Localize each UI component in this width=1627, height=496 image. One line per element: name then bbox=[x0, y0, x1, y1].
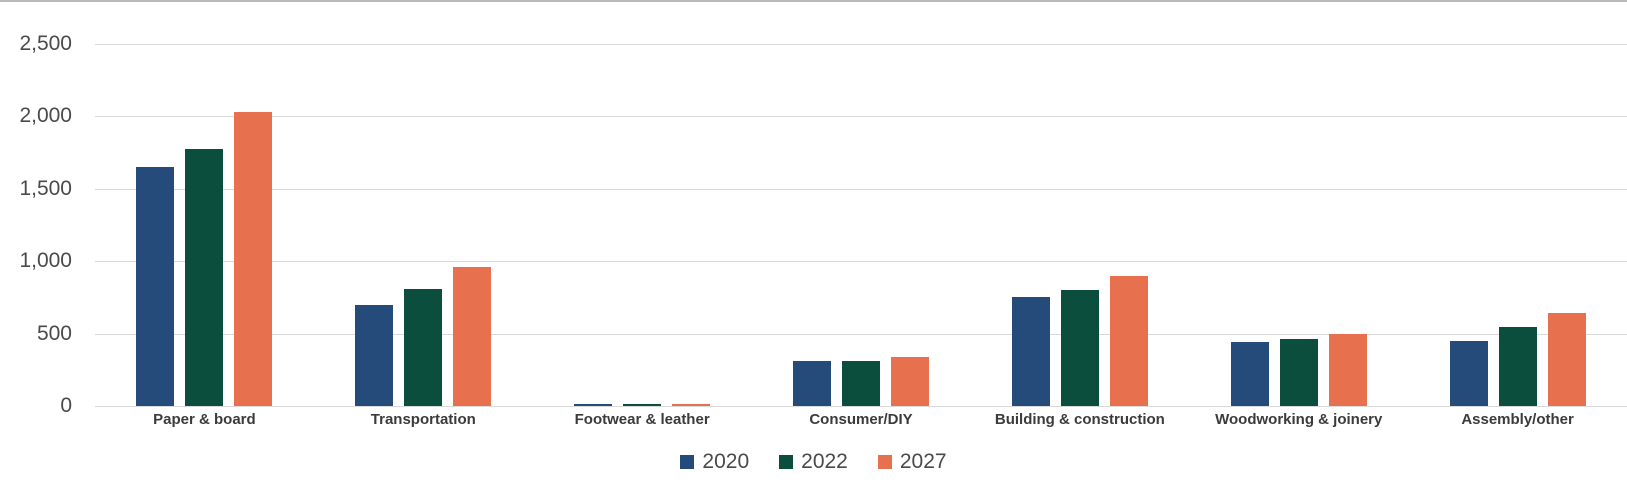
bar-group bbox=[1189, 44, 1408, 406]
bar-2027 bbox=[1328, 334, 1367, 406]
bar-2022 bbox=[842, 361, 880, 406]
gridline bbox=[95, 261, 1627, 262]
x-axis-category-label: Assembly/other bbox=[1461, 411, 1574, 428]
bar-2020 bbox=[1011, 297, 1050, 406]
y-axis-tick-label: 2,000 bbox=[19, 104, 72, 127]
x-axis-category-label: Woodworking & joinery bbox=[1215, 411, 1383, 428]
x-axis: Paper & board Transportation Footwear & le… bbox=[95, 411, 1627, 428]
y-axis-tick-label: 1,000 bbox=[19, 249, 72, 272]
x-axis-category-label: Consumer/DIY bbox=[809, 411, 913, 428]
bar-2020 bbox=[355, 305, 394, 406]
bar-2020 bbox=[136, 167, 175, 406]
bar-group bbox=[970, 44, 1189, 406]
x-axis-category-label: Paper & board bbox=[153, 411, 256, 428]
bar-2020 bbox=[1230, 342, 1269, 406]
legend: 2020 2022 2027 bbox=[0, 449, 1627, 475]
legend-swatch-icon bbox=[779, 455, 794, 469]
bar-2022 bbox=[1498, 327, 1537, 406]
bar-2020 bbox=[1449, 341, 1488, 406]
bar-2027 bbox=[672, 404, 711, 406]
y-axis-tick-label: 1,500 bbox=[19, 177, 72, 200]
legend-label: 2022 bbox=[801, 450, 848, 473]
legend-item-2027: 2027 bbox=[877, 449, 947, 475]
gridline bbox=[95, 116, 1627, 117]
gridline bbox=[95, 189, 1627, 190]
bar-group bbox=[533, 44, 752, 406]
bar-2027 bbox=[453, 267, 492, 406]
bar-group bbox=[95, 44, 314, 406]
y-axis-tick-label: 0 bbox=[60, 394, 72, 417]
bar-2027 bbox=[891, 357, 929, 406]
y-axis-tick-label: 500 bbox=[36, 322, 72, 345]
bar-2020 bbox=[793, 361, 831, 406]
gridline bbox=[95, 334, 1627, 335]
bar-group bbox=[1408, 44, 1627, 406]
bar-2022 bbox=[1060, 290, 1099, 406]
x-axis-category-label: Transportation bbox=[370, 411, 476, 428]
gridline bbox=[95, 44, 1627, 45]
bar-2022 bbox=[623, 404, 662, 406]
legend-swatch-icon bbox=[680, 455, 695, 469]
bar-2022 bbox=[1279, 339, 1318, 406]
bar-2027 bbox=[1109, 276, 1148, 406]
bar-group bbox=[314, 44, 533, 406]
legend-item-2022: 2022 bbox=[779, 449, 848, 475]
bars-layer bbox=[95, 44, 1627, 406]
legend-label: 2027 bbox=[899, 450, 947, 473]
x-axis-category-label: Footwear & leather bbox=[574, 411, 710, 428]
bar-2022 bbox=[185, 149, 224, 406]
legend-swatch-icon bbox=[877, 455, 892, 469]
bar-2027 bbox=[1547, 313, 1586, 406]
bar-2020 bbox=[574, 404, 613, 406]
legend-item-2020: 2020 bbox=[680, 449, 749, 475]
bar-2022 bbox=[404, 289, 443, 406]
legend-label: 2020 bbox=[702, 450, 750, 473]
bar-group bbox=[752, 44, 971, 406]
gridline bbox=[95, 406, 1627, 407]
bar-2027 bbox=[234, 112, 273, 406]
y-axis-tick-label: 2,500 bbox=[19, 32, 72, 55]
x-axis-category-label: Building & construction bbox=[994, 411, 1165, 428]
